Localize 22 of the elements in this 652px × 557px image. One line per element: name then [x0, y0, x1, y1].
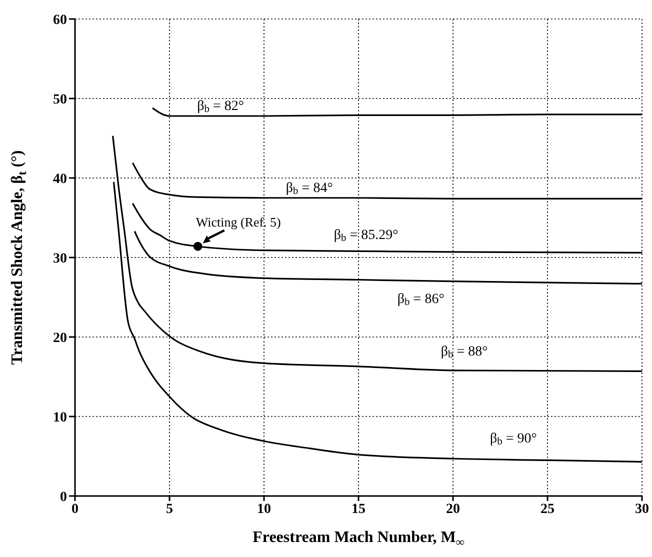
series-label: β$_{b}$ = 85.29° [334, 228, 398, 244]
y-tick-label: 40 [53, 172, 67, 187]
y-tick-label: 60 [53, 12, 67, 28]
annotation: Wicting (Ref. 5) [196, 214, 281, 230]
x-tick-label: 25 [540, 502, 554, 517]
series-label: β$_{b}$ = 88° [440, 344, 488, 360]
x-tick-label: 30 [635, 502, 649, 517]
series-label: β$_{b}$ = 84° [286, 180, 333, 197]
x-tick-label: 15 [352, 502, 366, 517]
x-tick-label: 10 [257, 502, 271, 517]
y-tick-label: 50 [53, 92, 67, 108]
x-tick-label: 0 [72, 502, 78, 517]
series-label: β$_{b}$ = 90° [490, 431, 537, 448]
y-tick-label: 10 [53, 410, 67, 426]
y-tick-label: 20 [53, 330, 67, 346]
x-tick-label: 5 [166, 502, 173, 517]
x-axis-title: Freestream Mach Number, M$_{∞}$ [252, 529, 465, 549]
series-label: β$_{b}$ = 86° [397, 291, 444, 308]
x-tick-label: 20 [446, 502, 460, 517]
series-label: β$_{b}$ = 82° [197, 98, 244, 115]
y-tick-label: 0 [60, 490, 67, 505]
y-tick-label: 30 [53, 251, 67, 266]
